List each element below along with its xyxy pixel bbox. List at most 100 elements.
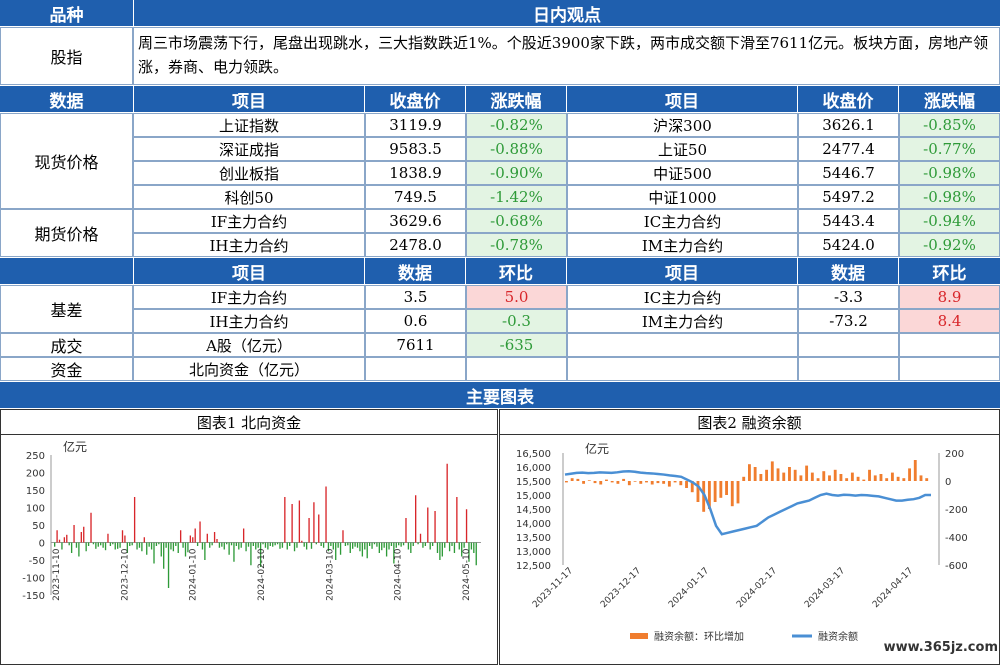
- spot-row-right-change: -0.98%: [899, 161, 1000, 185]
- chart1-bar: [90, 512, 92, 543]
- spot-row-right-name: 上证50: [567, 137, 798, 161]
- chart1-bar: [238, 542, 240, 550]
- spot-row-right-name: 中证1000: [567, 185, 798, 209]
- chart1-ytick-label: -150: [22, 591, 45, 602]
- basis-row-right-name: IC主力合约: [567, 285, 798, 309]
- chart2-legend-bar-label: 融资余额：环比增加: [654, 630, 744, 643]
- basis-header-ratio-left: 环比: [466, 258, 566, 284]
- chart1-bar: [427, 507, 429, 543]
- spot-row-right-value: 2477.4: [798, 137, 899, 161]
- funds-empty-1: [365, 357, 466, 381]
- turnover-ratio: -635: [466, 333, 567, 357]
- chart2-xtick-label: 2024-04-17: [871, 566, 915, 610]
- chart2-bar: [736, 481, 740, 504]
- turnover-name: A股（亿元）: [133, 333, 365, 357]
- chart2-bar: [770, 461, 774, 481]
- chart1-title: 图表1 北向资金: [1, 410, 497, 435]
- chart1-bar: [68, 542, 70, 546]
- futures-label: 期货价格: [0, 209, 133, 257]
- futures-row-left-name: IH主力合约: [133, 233, 365, 257]
- chart1-bar: [431, 542, 434, 546]
- chart1-bar: [475, 542, 477, 566]
- chart2-bar: [742, 476, 746, 481]
- chart1-bar: [388, 542, 390, 550]
- chart1-bar: [97, 542, 99, 547]
- chart2-bar: [690, 481, 694, 493]
- chart1-bar: [155, 542, 158, 546]
- chart1-bar: [279, 542, 281, 549]
- chart1-bar: [373, 542, 376, 545]
- spot-row-right-name: 沪深300: [567, 113, 798, 137]
- funds-empty-3: [567, 357, 798, 381]
- chart1-bar: [235, 542, 238, 546]
- futures-row-right-value: 5443.4: [798, 209, 899, 233]
- chart1-bar: [184, 542, 187, 557]
- spot-row-right-change: -0.85%: [899, 113, 1000, 137]
- chart1-bar: [313, 502, 315, 543]
- chart1-bar: [303, 542, 305, 547]
- chart1-bar: [444, 542, 446, 548]
- chart1-bar: [448, 542, 451, 552]
- spot-row-left-name: 深证成指: [133, 137, 365, 161]
- chart2-bar: [662, 481, 666, 484]
- chart1-bar: [305, 542, 308, 550]
- chart1-bar: [468, 542, 470, 562]
- chart2-panel: 图表2 融资余额 12,500 13,000 13,500 14,000 14,500 1…: [499, 409, 1000, 665]
- basis-row-left-value: 0.6: [365, 309, 466, 333]
- chart2-bar: [879, 474, 883, 481]
- chart2-bar: [902, 478, 906, 481]
- chart2-bar: [822, 471, 826, 481]
- turnover-label: 成交: [0, 333, 133, 357]
- chart1-bar: [223, 542, 225, 550]
- chart1-bar: [364, 542, 366, 550]
- basis-row-right-change: 8.9: [899, 285, 1000, 309]
- chart1-bar: [463, 542, 465, 548]
- chart1-ytick-label: -100: [22, 574, 45, 585]
- chart2-bar: [839, 474, 843, 481]
- chart1-bar: [424, 542, 427, 546]
- futures-row-right-value: 5424.0: [798, 233, 899, 257]
- chart1-bar: [182, 542, 184, 548]
- basis-header-blank: [0, 258, 133, 284]
- chart1-bar: [296, 542, 298, 548]
- chart1-bar: [262, 542, 264, 545]
- chart1-bar: [187, 542, 189, 553]
- chart1-bar: [352, 542, 354, 549]
- turnover-empty-2: [798, 333, 899, 357]
- spot-row-right-name: 中证500: [567, 161, 798, 185]
- chart1-bar: [70, 542, 73, 553]
- chart1-bar: [121, 530, 124, 543]
- basis-row-right-value: -73.2: [798, 309, 899, 333]
- chart1-xtick-label: 2023-11-10: [52, 548, 62, 601]
- chart1-bar: [284, 497, 286, 543]
- funds-empty-5: [899, 357, 1000, 381]
- chart1-bar: [267, 542, 269, 550]
- chart2-bar: [759, 474, 763, 481]
- chart1-bar: [310, 542, 313, 549]
- chart1-bar: [63, 537, 66, 543]
- spot-row-left-name: 上证指数: [133, 113, 365, 137]
- chart1-bar: [56, 530, 58, 543]
- chart1-bar: [342, 530, 344, 543]
- chart1-bar: [286, 542, 288, 550]
- chart1-bar: [347, 542, 349, 546]
- chart1-bar: [141, 542, 143, 552]
- spot-row-left-change: -0.82%: [466, 113, 567, 137]
- futures-row-left-name: IF主力合约: [133, 209, 365, 233]
- chart1-bar: [209, 542, 211, 548]
- funds-empty-4: [798, 357, 899, 381]
- chart2-ytick-label: 14,000: [516, 519, 551, 530]
- chart1-bar: [58, 539, 61, 543]
- spot-label: 现货价格: [0, 113, 133, 209]
- chart2-ytick-label: 16,500: [516, 449, 551, 460]
- chart1-bar: [402, 542, 405, 546]
- chart2-bar: [748, 464, 751, 481]
- chart1-bar: [87, 542, 90, 546]
- chart1-bar: [332, 542, 334, 550]
- spot-row-left-name: 创业板指: [133, 161, 365, 185]
- chart1-bar: [228, 542, 230, 555]
- chart1-bar: [441, 542, 443, 557]
- chart1-bar: [95, 542, 97, 549]
- chart1-bar: [439, 542, 441, 560]
- turnover-empty-3: [899, 333, 1000, 357]
